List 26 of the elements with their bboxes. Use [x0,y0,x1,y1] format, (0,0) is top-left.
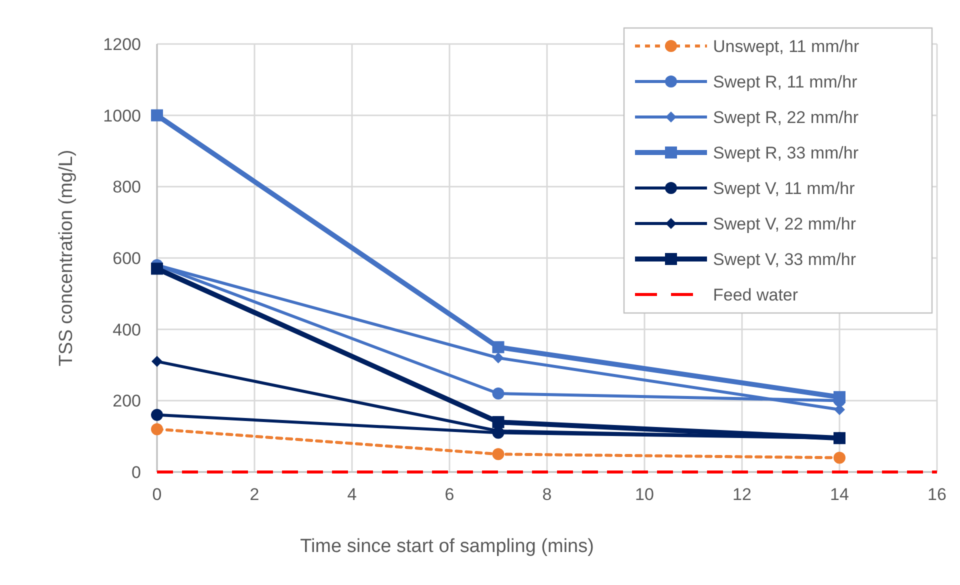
legend-label: Feed water [713,286,798,304]
x-tick-label: 14 [830,485,849,504]
x-tick-label: 10 [635,485,654,504]
y-tick-label: 0 [132,463,141,482]
legend-label: Swept R, 22 mm/hr [713,108,859,127]
y-tick-label: 400 [112,320,141,340]
x-tick-label: 0 [152,485,162,504]
x-tick-label: 12 [732,485,752,504]
x-tick-label: 2 [250,485,260,504]
legend-label: Swept R, 11 mm/hr [713,72,858,92]
legend-label: Swept R, 33 mm/hr [713,144,859,162]
x-tick-label: 4 [347,485,357,504]
x-axis-title: Time since start of sampling (mins) [300,536,594,557]
legend-label: Unswept, 11 mm/hr [713,37,860,56]
x-tick-label: 8 [542,485,552,504]
legend-label: Swept V, 11 mm/hr [713,179,856,198]
legend-label: Swept V, 22 mm/hr [713,214,856,234]
x-tick-label: 16 [928,485,946,504]
x-tick-label: 6 [444,485,454,504]
legend-label: Swept V, 33 mm/hr [713,250,856,269]
y-tick-label: 600 [112,249,141,268]
y-tick-label: 1200 [103,35,141,54]
y-tick-label: 800 [112,178,141,197]
y-tick-label: 1000 [103,106,141,126]
y-axis-title: TSS concentration (mg/L) [56,150,77,366]
y-tick-label: 200 [112,392,141,411]
